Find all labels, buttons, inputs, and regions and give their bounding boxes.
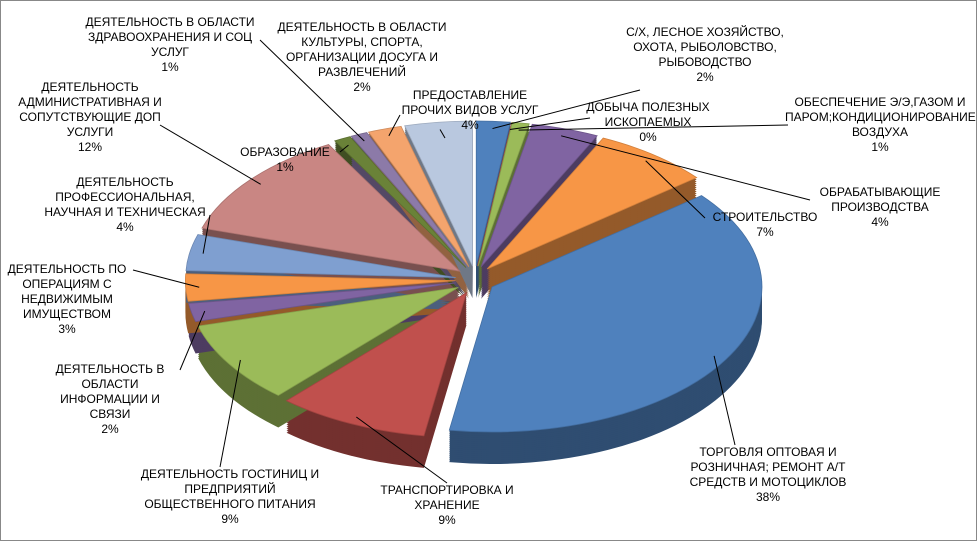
slice: [197, 286, 459, 396]
slice-label: ТОРГОВЛЯ ОПТОВАЯ И РОЗНИЧНАЯ; РЕМОНТ А/Т…: [678, 445, 858, 505]
slice-label: ПРЕДОСТАВЛЕНИЕ ПРОЧИХ ВИДОВ УСЛУГ 4%: [395, 88, 545, 133]
percent-label: 3%: [58, 322, 76, 336]
percent-label: 4%: [461, 118, 479, 132]
leader-line: [339, 144, 349, 153]
leader-line: [159, 124, 261, 185]
slice: [367, 125, 470, 267]
slice-label: С/Х, ЛЕСНОЕ ХОЗЯЙСТВО, ОХОТА, РЫБОЛОВСТВ…: [615, 25, 795, 85]
slice-label: ОБРАЗОВАНИЕ 1%: [230, 145, 340, 175]
leader-line: [132, 269, 200, 288]
slice-side: [478, 128, 530, 273]
leader-line: [202, 214, 211, 254]
slice: [404, 120, 473, 267]
slice-label: ДЕЯТЕЛЬНОСТЬ ГОСТИНИЦ И ПРЕДПРИЯТИЙ ОБЩЕ…: [130, 467, 330, 527]
leader-line: [259, 39, 365, 142]
slice-label: ДЕЯТЕЛЬНОСТЬ ПРОФЕССИОНАЛЬНАЯ, НАУЧНАЯ И…: [35, 175, 215, 235]
category-name: ДЕЯТЕЛЬНОСТЬ В ОБЛАСТИ КУЛЬТУРЫ, СПОРТА,…: [277, 20, 447, 79]
slice-label: ДЕЯТЕЛЬНОСТЬ В ОБЛАСТИ КУЛЬТУРЫ, СПОРТА,…: [272, 20, 452, 95]
slice: [486, 137, 698, 270]
leader-line: [439, 129, 446, 139]
slice-label: ДЕЯТЕЛЬНОСТЬ В ОБЛАСТИ ИНФОРМАЦИИ И СВЯЗ…: [45, 362, 175, 437]
slice-label: ДЕЯТЕЛЬНОСТЬ В ОБЛАСТИ ЗДРАВООХРАНЕНИЯ И…: [80, 15, 260, 75]
category-name: ПРЕДОСТАВЛЕНИЕ ПРОЧИХ ВИДОВ УСЛУГ: [401, 88, 539, 117]
category-name: ОБЕСПЕЧЕНИЕ Э/Э,ГАЗОМ И ПАРОМ;КОНДИЦИОНИ…: [785, 95, 976, 139]
percent-label: 2%: [353, 80, 371, 94]
slice-label: ТРАНСПОРТИРОВКА И ХРАНЕНИЕ 9%: [367, 483, 527, 528]
category-name: ДЕЯТЕЛЬНОСТЬ АДМИНИСТРАТИВНАЯ И СОПУТСТВ…: [18, 80, 162, 139]
category-name: ДЕЯТЕЛЬНОСТЬ ПРОФЕССИОНАЛЬНАЯ, НАУЧНАЯ И…: [44, 175, 206, 219]
slice-label: ДЕЯТЕЛЬНОСТЬ ПО ОПЕРАЦИЯМ С НЕДВИЖИМЫМ И…: [2, 262, 132, 337]
percent-label: 1%: [871, 140, 889, 154]
percent-label: 4%: [871, 215, 889, 229]
percent-label: 38%: [755, 490, 781, 504]
slice: [201, 144, 461, 272]
percent-label: 2%: [101, 422, 119, 436]
slice-side: [478, 126, 530, 271]
percent-label: 9%: [221, 512, 239, 526]
slice: [333, 136, 467, 268]
category-name: С/Х, ЛЕСНОЕ ХОЗЯЙСТВО, ОХОТА, РЫБОЛОВСТВ…: [626, 25, 784, 69]
slice: [448, 195, 763, 433]
slice: [185, 273, 456, 302]
leader-line: [645, 160, 706, 219]
category-name: ТРАНСПОРТИРОВКА И ХРАНЕНИЕ: [380, 483, 514, 512]
slice: [285, 291, 468, 437]
category-name: ОБРАЗОВАНИЕ: [240, 145, 330, 159]
category-name: ДОБЫЧА ПОЛЕЗНЫХ ИСКОПАЕМЫХ: [586, 100, 710, 129]
slice: [350, 132, 468, 268]
percent-label: 7%: [756, 225, 774, 239]
percent-label: 0%: [639, 130, 657, 144]
category-name: ДЕЯТЕЛЬНОСТЬ В ОБЛАСТИ ИНФОРМАЦИИ И СВЯЗ…: [55, 362, 165, 421]
percent-label: 2%: [696, 70, 714, 84]
percent-label: 9%: [438, 513, 456, 527]
leader-line: [561, 135, 811, 201]
percent-label: 1%: [161, 60, 179, 74]
slice-label: ДОБЫЧА ПОЛЕЗНЫХ ИСКОПАЕМЫХ 0%: [578, 100, 718, 145]
slice-label: СТРОИТЕЛЬСТВО 7%: [700, 210, 830, 240]
slice: [477, 121, 530, 267]
category-name: ДЕЯТЕЛЬНОСТЬ ГОСТИНИЦ И ПРЕДПРИЯТИЙ ОБЩЕ…: [140, 467, 320, 511]
slice-label: ДЕЯТЕЛЬНОСТЬ АДМИНИСТРАТИВНАЯ И СОПУТСТВ…: [5, 80, 175, 155]
slice-label: ОБЕСПЕЧЕНИЕ Э/Э,ГАЗОМ И ПАРОМ;КОНДИЦИОНИ…: [785, 95, 976, 155]
slice: [475, 120, 511, 267]
leader-line: [179, 310, 206, 371]
leader-line: [388, 114, 401, 137]
percent-label: 1%: [276, 160, 294, 174]
leader-line: [509, 117, 591, 130]
leader-line: [492, 89, 641, 130]
category-name: ДЕЯТЕЛЬНОСТЬ ПО ОПЕРАЦИЯМ С НЕДВИЖИМЫМ И…: [7, 262, 127, 321]
slice-side: [478, 130, 530, 275]
leader-line: [219, 359, 241, 468]
category-name: ТОРГОВЛЯ ОПТОВАЯ И РОЗНИЧНАЯ; РЕМОНТ А/Т…: [689, 445, 847, 489]
category-name: ОБРАБАТЫВАЮЩИЕ ПРОИЗВОДСТВА: [819, 185, 941, 214]
category-name: ДЕЯТЕЛЬНОСТЬ В ОБЛАСТИ ЗДРАВООХРАНЕНИЯ И…: [85, 15, 255, 59]
leader-line: [518, 124, 789, 131]
leader-line: [713, 355, 736, 446]
leader-line: [356, 416, 448, 484]
slice: [185, 234, 456, 278]
slice: [188, 282, 456, 322]
percent-label: 12%: [77, 140, 103, 154]
category-name: СТРОИТЕЛЬСТВО: [712, 210, 818, 224]
slice-label: ОБРАБАТЫВАЮЩИЕ ПРОИЗВОДСТВА 4%: [805, 185, 955, 230]
percent-label: 4%: [116, 220, 134, 234]
